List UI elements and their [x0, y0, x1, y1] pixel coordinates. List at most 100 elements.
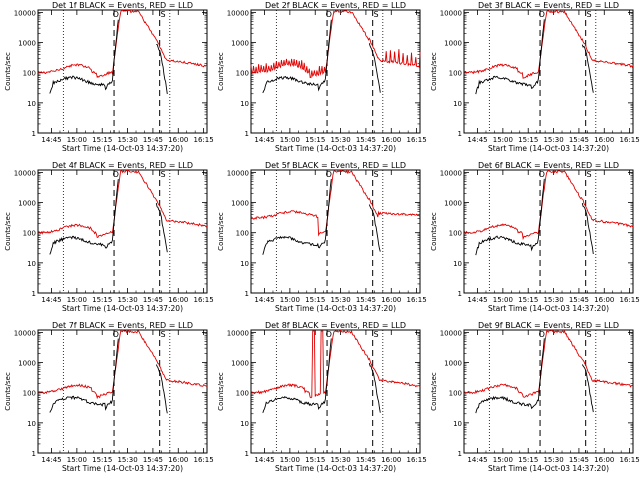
event-marker-s: S	[161, 170, 166, 179]
y-tick-label: 100	[23, 390, 36, 398]
x-tick-label: 15:00	[67, 296, 87, 304]
x-tick-label: 15:15	[518, 456, 538, 464]
event-marker-s: S	[161, 10, 166, 19]
series-events-line	[581, 364, 594, 413]
x-tick-label: 15:45	[143, 456, 163, 464]
x-tick-label: 15:30	[117, 136, 137, 144]
series-lld-line	[37, 169, 208, 239]
plot-frame	[250, 169, 421, 294]
x-tick-label: 15:00	[280, 456, 300, 464]
y-tick-label: 1000	[444, 200, 462, 208]
series-events-line	[581, 202, 594, 255]
series-events-line	[49, 338, 119, 413]
x-tick-label: 15:15	[518, 296, 538, 304]
x-axis-label: Start Time (14-Oct-03 14:37:20)	[488, 464, 609, 473]
event-marker-s: S	[374, 330, 379, 339]
x-tick-label: 16:15	[620, 456, 640, 464]
x-tick-label: 14:45	[254, 456, 274, 464]
series-events-line	[155, 364, 168, 414]
y-tick-label: 100	[236, 70, 249, 78]
plot-frame	[250, 9, 421, 134]
y-tick-label: 10	[453, 420, 462, 428]
series-events-line	[262, 19, 332, 94]
x-tick-label: 16:15	[194, 136, 214, 144]
x-axis-label: Start Time (14-Oct-03 14:37:20)	[275, 464, 396, 473]
y-axis-label: Counts/sec	[430, 372, 438, 411]
y-tick-label: 10	[240, 260, 249, 268]
x-tick-label: 15:15	[305, 296, 325, 304]
event-marker-o: O	[326, 170, 332, 179]
plot-title: Det 7f BLACK = Events, RED = LLD	[52, 321, 193, 330]
x-tick-label: 15:00	[493, 136, 513, 144]
y-axis-label: Counts/sec	[217, 212, 225, 251]
plot-title: Det 9f BLACK = Events, RED = LLD	[478, 321, 619, 330]
x-axis-label: Start Time (14-Oct-03 14:37:20)	[488, 144, 609, 153]
event-marker-o: O	[539, 10, 545, 19]
series-events-line	[262, 178, 332, 255]
series-lld-line	[250, 9, 421, 79]
series-events-line	[155, 203, 168, 253]
x-axis-label: Start Time (14-Oct-03 14:37:20)	[62, 144, 183, 153]
x-tick-label: 14:45	[467, 296, 487, 304]
x-tick-label: 15:00	[67, 456, 87, 464]
series-events-line	[49, 19, 119, 94]
x-tick-label: 15:15	[518, 136, 538, 144]
y-tick-label: 100	[449, 230, 462, 238]
plot-panel-9: Det 9f BLACK = Events, RED = LLD 1 10 100 10…	[430, 321, 640, 473]
plot-panel-4: Det 4f BLACK = Events, RED = LLD 1 10 100 10…	[4, 161, 214, 313]
y-tick-label: 10	[240, 100, 249, 108]
y-tick-label: 1000	[231, 40, 249, 48]
x-tick-label: 15:30	[543, 456, 563, 464]
y-tick-label: 10	[27, 100, 36, 108]
y-tick-label: 1	[245, 450, 249, 458]
x-tick-label: 15:45	[143, 136, 163, 144]
x-tick-label: 16:00	[168, 296, 188, 304]
x-tick-label: 15:45	[569, 456, 589, 464]
series-events-line	[156, 43, 168, 95]
plot-title: Det 3f BLACK = Events, RED = LLD	[478, 1, 619, 10]
y-tick-label: 10000	[14, 169, 36, 177]
x-tick-label: 14:45	[254, 296, 274, 304]
x-tick-label: 15:45	[569, 296, 589, 304]
series-events-line	[475, 338, 545, 414]
y-tick-label: 1	[458, 290, 462, 298]
x-tick-label: 15:30	[117, 296, 137, 304]
event-marker-s: S	[587, 170, 592, 179]
y-tick-label: 10000	[227, 9, 249, 17]
y-tick-label: 1	[245, 290, 249, 298]
y-tick-label: 1000	[444, 40, 462, 48]
x-tick-label: 16:15	[407, 136, 427, 144]
x-axis-label: Start Time (14-Oct-03 14:37:20)	[62, 304, 183, 313]
plot-title: Det 6f BLACK = Events, RED = LLD	[478, 161, 619, 170]
x-tick-label: 15:00	[280, 296, 300, 304]
series-lld-line	[37, 9, 208, 79]
x-tick-label: 15:45	[356, 456, 376, 464]
x-tick-label: 15:45	[356, 296, 376, 304]
x-tick-label: 15:00	[67, 136, 87, 144]
x-tick-label: 16:00	[168, 456, 188, 464]
x-tick-label: 15:15	[92, 296, 112, 304]
x-tick-label: 15:15	[92, 136, 112, 144]
x-tick-label: 16:00	[381, 296, 401, 304]
series-events-line	[49, 179, 119, 255]
plot-panel-1: Det 1f BLACK = Events, RED = LLD 1 10 100 10…	[4, 1, 214, 153]
x-tick-label: 15:30	[117, 456, 137, 464]
y-tick-label: 1000	[18, 40, 36, 48]
series-lld-line	[463, 9, 634, 79]
y-tick-label: 1	[458, 450, 462, 458]
y-tick-label: 1	[32, 290, 36, 298]
x-tick-label: 14:45	[467, 456, 487, 464]
x-tick-label: 14:45	[41, 456, 61, 464]
event-marker-s: S	[161, 330, 166, 339]
y-tick-label: 1	[32, 130, 36, 138]
y-axis-label: Counts/sec	[4, 372, 12, 411]
x-tick-label: 16:00	[594, 136, 614, 144]
y-axis-label: Counts/sec	[430, 212, 438, 251]
series-lld-line	[250, 329, 421, 399]
x-tick-label: 14:45	[467, 136, 487, 144]
x-tick-label: 16:00	[381, 136, 401, 144]
y-axis-label: Counts/sec	[217, 52, 225, 91]
x-tick-label: 15:00	[280, 136, 300, 144]
y-tick-label: 10000	[440, 329, 462, 337]
y-tick-label: 100	[236, 230, 249, 238]
